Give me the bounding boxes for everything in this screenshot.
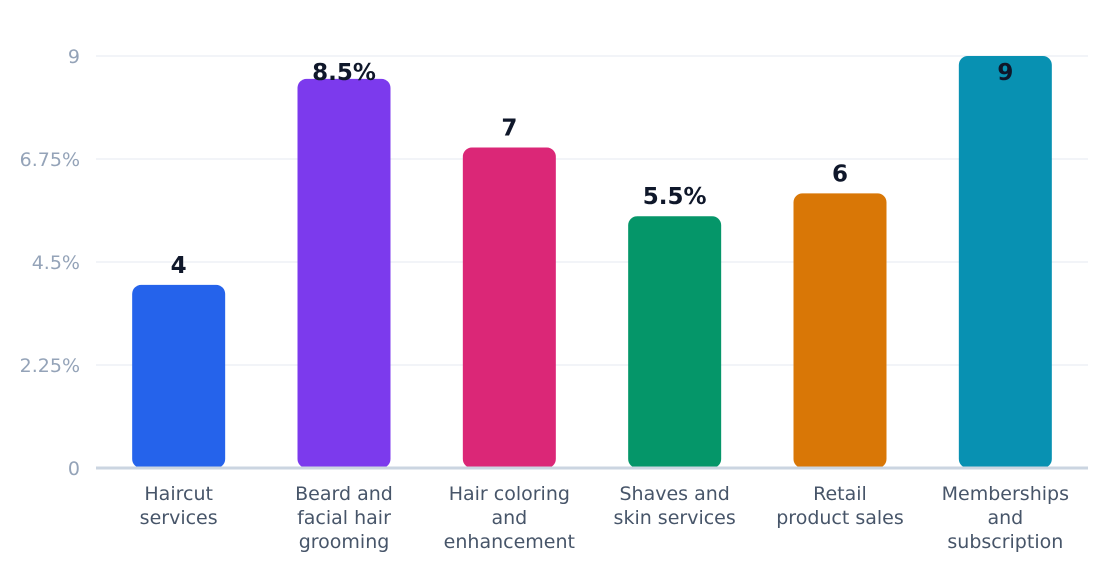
y-tick-label: 4.5% (32, 252, 80, 274)
bar (958, 56, 1052, 468)
gridlines (96, 55, 1088, 366)
data-labels: 4 8.5% 7 5.5% 6 9 (171, 60, 1014, 279)
x-tick-label: Shaves and skin services (614, 483, 736, 529)
bar (462, 147, 556, 469)
y-tick-label: 6.75% (20, 149, 80, 171)
x-axis: Haircut services Beard and facial hair groom… (140, 483, 1069, 553)
bars (132, 56, 1052, 469)
data-label: 6 (832, 161, 848, 187)
data-label: 8.5% (312, 60, 376, 86)
bar (793, 193, 887, 469)
bar (628, 216, 722, 468)
y-tick-label: 9 (68, 46, 80, 68)
bar (132, 284, 226, 468)
data-label: 7 (501, 116, 517, 142)
y-axis: 0 2.25% 4.5% 6.75% 9 (20, 46, 80, 480)
data-label: 4 (171, 253, 187, 279)
x-tick-label: Haircut services (140, 483, 218, 529)
x-tick-label: Hair coloring and enhancement (444, 483, 575, 553)
bar (297, 78, 391, 468)
x-tick-label: Retail product sales (776, 483, 904, 529)
y-tick-label: 2.25% (20, 355, 80, 377)
x-tick-label: Memberships and subscription (942, 483, 1069, 553)
x-tick-label: Beard and facial hair grooming (295, 483, 393, 553)
data-label: 5.5% (643, 184, 707, 210)
y-tick-label: 0 (68, 458, 80, 480)
data-label: 9 (997, 60, 1013, 86)
